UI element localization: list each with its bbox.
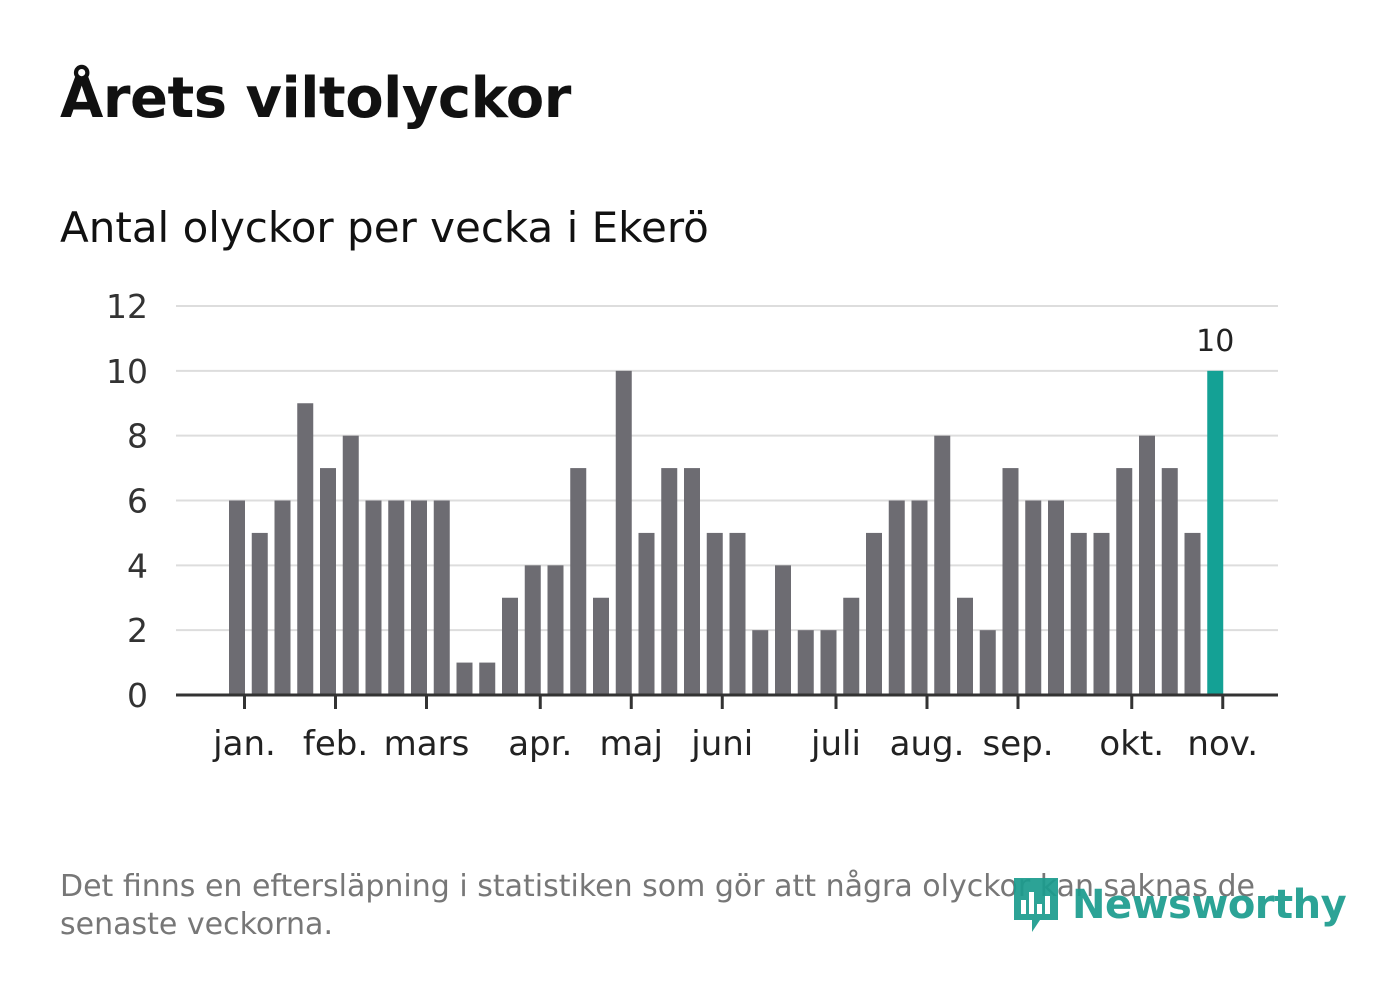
y-tick-label: 8 xyxy=(127,417,148,456)
bar xyxy=(1161,468,1178,695)
bar xyxy=(1139,435,1155,695)
bar xyxy=(1048,500,1064,695)
y-tick-label: 12 xyxy=(106,287,148,326)
chart-subtitle: Antal olyckor per vecka i Ekerö xyxy=(60,203,709,252)
bar xyxy=(479,662,496,695)
bar xyxy=(1093,532,1110,695)
y-tick-label: 0 xyxy=(127,676,148,715)
bar xyxy=(661,468,678,695)
bar xyxy=(934,435,951,695)
bar xyxy=(320,468,336,695)
bar xyxy=(615,370,632,695)
bar xyxy=(570,468,587,695)
newsworthy-logo-icon xyxy=(1014,878,1058,932)
bar xyxy=(251,532,268,695)
bar xyxy=(911,500,928,695)
x-tick-label: okt. xyxy=(1099,724,1164,764)
bar xyxy=(502,597,518,695)
bar xyxy=(979,630,996,695)
bar xyxy=(297,403,314,695)
y-tick-label: 6 xyxy=(127,482,148,521)
x-axis-ticks: jan. feb. mars apr. maj juni juli aug. sep. okt. n… xyxy=(212,695,1258,764)
bar xyxy=(229,500,245,695)
bar xyxy=(888,500,905,695)
bar xyxy=(866,532,882,695)
bar xyxy=(1002,468,1019,695)
newsworthy-logo: Newsworthy xyxy=(1010,872,1347,938)
bar xyxy=(775,565,791,695)
bar xyxy=(706,532,723,695)
x-tick-label: jan. xyxy=(212,724,276,764)
bar xyxy=(820,630,837,695)
x-tick-label: juni xyxy=(690,724,753,764)
x-tick-label: juli xyxy=(810,724,861,764)
y-tick-label: 4 xyxy=(127,546,148,585)
bar xyxy=(388,500,405,695)
bars xyxy=(229,370,1224,695)
chart-title: Årets viltolyckor xyxy=(60,66,571,131)
bar xyxy=(638,532,655,695)
bar xyxy=(1184,532,1201,695)
bar xyxy=(342,435,359,695)
x-tick-label: mars xyxy=(384,724,470,764)
y-tick-label: 10 xyxy=(106,352,148,391)
bar xyxy=(957,597,973,695)
data-labels: 10 xyxy=(1196,324,1234,359)
bar xyxy=(593,597,609,695)
data-label-last: 10 xyxy=(1196,324,1234,359)
gridlines xyxy=(176,305,1278,632)
y-axis-ticks: 0 2 4 6 8 10 12 xyxy=(106,287,148,715)
bar-chart: 0 2 4 6 8 10 12 jan. feb. mars apr. maj juni juli aug… xyxy=(106,287,1278,764)
bar xyxy=(1025,500,1042,695)
y-tick-label: 2 xyxy=(127,611,148,650)
x-tick-label: sep. xyxy=(982,724,1053,764)
bar xyxy=(365,500,382,695)
bar xyxy=(274,500,291,695)
bar-highlight xyxy=(1207,370,1224,695)
bar xyxy=(1070,532,1087,695)
bar xyxy=(797,630,814,695)
bar xyxy=(411,500,427,695)
bar xyxy=(684,468,700,695)
x-tick-label: aug. xyxy=(890,724,965,764)
bar xyxy=(547,565,564,695)
x-tick-label: maj xyxy=(600,724,663,764)
newsworthy-logo-text: Newsworthy xyxy=(1072,882,1347,928)
bar xyxy=(1116,468,1133,695)
x-tick-label: apr. xyxy=(508,724,572,764)
x-tick-label: nov. xyxy=(1187,724,1258,764)
bar xyxy=(729,532,746,695)
bar xyxy=(843,597,860,695)
bar xyxy=(524,565,541,695)
bar xyxy=(456,662,473,695)
x-tick-label: feb. xyxy=(303,724,368,764)
bar xyxy=(752,630,769,695)
bar xyxy=(433,500,450,695)
